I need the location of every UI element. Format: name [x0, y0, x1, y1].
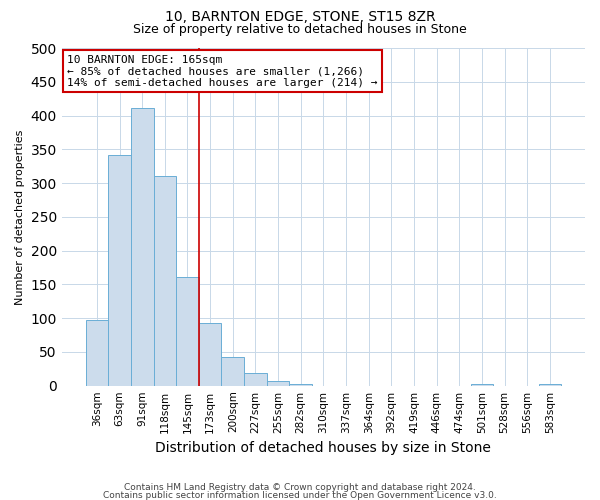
Bar	[86, 320, 108, 386]
Bar	[199, 323, 221, 386]
Bar	[154, 176, 176, 386]
Text: Size of property relative to detached houses in Stone: Size of property relative to detached ho…	[133, 22, 467, 36]
Bar	[289, 384, 312, 386]
Bar	[221, 358, 244, 386]
Y-axis label: Number of detached properties: Number of detached properties	[15, 129, 25, 304]
Bar	[244, 373, 267, 386]
Bar	[131, 108, 154, 386]
Text: 10, BARNTON EDGE, STONE, ST15 8ZR: 10, BARNTON EDGE, STONE, ST15 8ZR	[164, 10, 436, 24]
Text: Contains HM Land Registry data © Crown copyright and database right 2024.: Contains HM Land Registry data © Crown c…	[124, 484, 476, 492]
Bar	[176, 277, 199, 386]
Bar	[470, 384, 493, 386]
X-axis label: Distribution of detached houses by size in Stone: Distribution of detached houses by size …	[155, 441, 491, 455]
Bar	[267, 381, 289, 386]
Bar	[108, 156, 131, 386]
Text: 10 BARNTON EDGE: 165sqm
← 85% of detached houses are smaller (1,266)
14% of semi: 10 BARNTON EDGE: 165sqm ← 85% of detache…	[67, 55, 377, 88]
Bar	[539, 384, 561, 386]
Text: Contains public sector information licensed under the Open Government Licence v3: Contains public sector information licen…	[103, 490, 497, 500]
